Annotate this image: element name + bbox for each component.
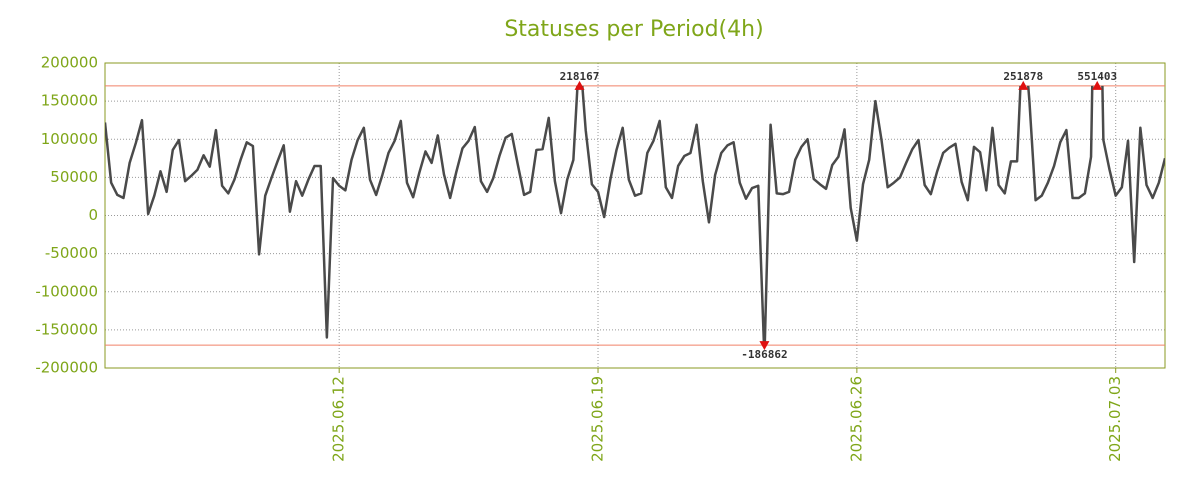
y-tick-label: -150000 — [35, 320, 98, 338]
x-tick-label: 2025.06.12 — [330, 376, 348, 462]
outlier-marker — [1092, 80, 1103, 90]
outlier-marker — [1018, 80, 1029, 90]
y-tick-label: -50000 — [45, 244, 98, 262]
outlier-marker — [574, 80, 585, 90]
x-tick-label: 2025.06.26 — [847, 376, 865, 462]
value-label: 551403 — [1077, 70, 1117, 83]
value-label: 251878 — [1003, 70, 1043, 83]
x-tick-label: 2025.06.19 — [589, 376, 607, 462]
y-tick-label: 200000 — [41, 54, 98, 72]
y-tick-label: -200000 — [35, 359, 98, 377]
value-label: -186862 — [741, 348, 787, 361]
chart-title: Statuses per Period(4h) — [504, 17, 763, 42]
outlier-marker — [759, 341, 770, 351]
y-tick-label: 0 — [88, 206, 98, 224]
y-tick-label: -100000 — [35, 282, 98, 300]
data-line — [105, 85, 1165, 346]
y-tick-label: 50000 — [50, 168, 98, 186]
y-tick-label: 150000 — [41, 92, 98, 110]
plot-frame — [104, 62, 1166, 369]
y-tick-label: 100000 — [41, 130, 98, 148]
x-tick-label: 2025.07.03 — [1106, 376, 1124, 462]
value-label: 218167 — [560, 70, 600, 83]
